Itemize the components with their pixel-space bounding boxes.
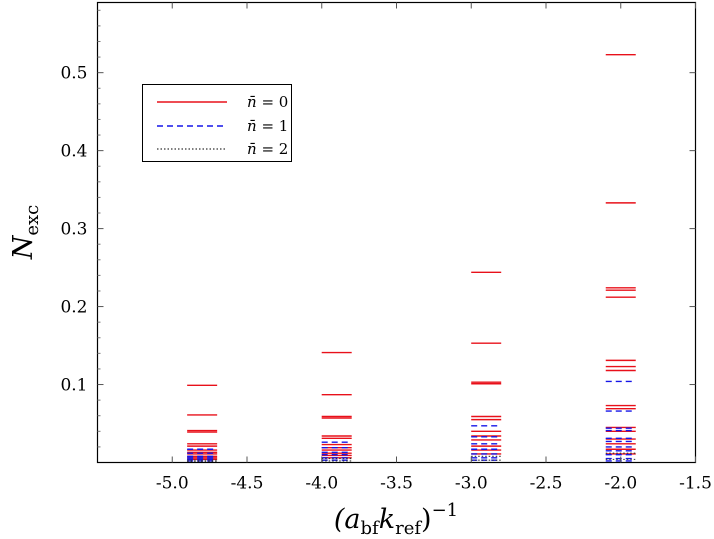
legend: n̄ = 0 n̄ = 1 n̄ = 2 xyxy=(142,84,292,162)
y-tick-label-4: 0.5 xyxy=(60,64,87,84)
x-tick-label-1: -4.5 xyxy=(231,474,264,494)
axes: -5.0 -4.5 -4.0 -3.5 -3.0 -2.5 -2.0 -1.5 0.1 0.2 0.… xyxy=(60,2,712,494)
x-axis-title: (abfkref)−1 xyxy=(334,500,458,539)
legend-label-n2: n̄ = 2 xyxy=(247,140,288,158)
y-tick-label-1: 0.2 xyxy=(60,298,87,318)
legend-label-n0: n̄ = 0 xyxy=(247,93,288,111)
y-axis-title: Nexc xyxy=(8,205,43,261)
x-tick-label-7: -1.5 xyxy=(679,474,712,494)
y-tick-label-0: 0.1 xyxy=(60,376,87,396)
x-tick-label-3: -3.5 xyxy=(380,474,413,494)
legend-label-n1: n̄ = 1 xyxy=(247,117,288,135)
x-tick-label-4: -3.0 xyxy=(455,474,488,494)
x-tick-label-5: -2.5 xyxy=(530,474,563,494)
x-tick-label-6: -2.0 xyxy=(604,474,637,494)
x-tick-label-0: -5.0 xyxy=(156,474,189,494)
y-tick-label-2: 0.3 xyxy=(60,220,87,240)
y-tick-label-3: 0.4 xyxy=(60,142,87,162)
data-marks xyxy=(187,54,636,463)
x-tick-label-2: -4.0 xyxy=(305,474,338,494)
plot-frame xyxy=(96,1,697,464)
